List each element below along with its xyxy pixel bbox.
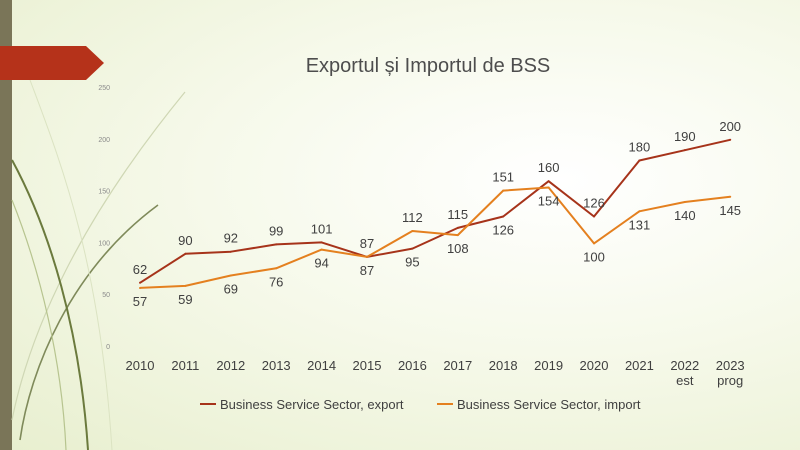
x-tick-label: 2017 xyxy=(443,358,472,373)
data-label-import: 154 xyxy=(538,193,560,208)
data-point-import xyxy=(547,186,550,189)
data-label-export: 62 xyxy=(133,262,147,277)
data-point-import xyxy=(411,229,414,232)
y-axis: 0 50 100 150 200 250 xyxy=(98,85,110,351)
data-point-import xyxy=(456,234,459,237)
data-label-export: 200 xyxy=(719,119,741,134)
y-tick-label: 100 xyxy=(98,240,110,247)
series-line-export xyxy=(139,138,731,284)
data-point-import xyxy=(502,189,505,192)
chart-title: Exportul și Importul de BSS xyxy=(306,55,551,77)
data-point-export xyxy=(593,215,595,218)
data-label-import: 145 xyxy=(719,203,741,218)
left-accent-bar xyxy=(0,0,12,450)
data-label-export: 101 xyxy=(311,221,333,236)
data-label-import: 59 xyxy=(178,292,192,307)
x-tick-label: 2018 xyxy=(489,358,518,373)
y-tick-label: 50 xyxy=(102,292,110,299)
data-point-export xyxy=(683,149,686,152)
data-point-export xyxy=(638,159,641,162)
data-point-export xyxy=(229,250,232,253)
data-label-import: 69 xyxy=(224,282,238,297)
data-label-import: 57 xyxy=(133,294,147,309)
title-flag-shape xyxy=(0,46,104,80)
x-tick-label: 2012 xyxy=(216,358,245,373)
data-point-import xyxy=(729,195,732,198)
data-label-export: 95 xyxy=(405,255,419,270)
data-label-export: 115 xyxy=(447,207,468,222)
data-point-export xyxy=(411,247,414,250)
y-tick-label: 200 xyxy=(98,137,110,144)
data-point-import xyxy=(275,267,278,270)
x-tick-label: 2020 xyxy=(580,358,609,373)
data-label-import: 108 xyxy=(447,241,469,256)
data-label-import: 100 xyxy=(583,249,605,264)
data-point-export xyxy=(502,215,505,218)
data-point-export xyxy=(184,252,187,255)
data-point-import xyxy=(593,242,595,245)
x-axis: 2010 2011 2012 2013 2014 2015 2016 2017 2018 2019… xyxy=(126,358,745,388)
data-label-export: 126 xyxy=(583,195,605,210)
x-tick-label: 2015 xyxy=(353,358,382,373)
data-point-export xyxy=(320,241,323,244)
x-tick-label: 2023 prog xyxy=(716,358,745,388)
legend-label-export: Business Service Sector, export xyxy=(220,397,404,412)
data-point-import xyxy=(320,248,323,251)
y-tick-label: 150 xyxy=(98,189,110,196)
data-label-export: 160 xyxy=(538,160,560,175)
data-labels: 62 57 90 59 92 69 99 76 101 94 87 87 95 112 115 108 126 1… xyxy=(133,119,741,309)
x-tick-label: 2013 xyxy=(262,358,291,373)
x-tick-label: 2014 xyxy=(307,358,336,373)
x-tick-label: 2019 xyxy=(534,358,563,373)
data-label-import: 140 xyxy=(674,208,696,223)
data-point-export xyxy=(456,226,459,229)
x-tick-label: 2022 est xyxy=(670,358,699,388)
data-point-import xyxy=(366,255,368,258)
data-label-import: 94 xyxy=(314,256,328,271)
data-point-export xyxy=(729,138,732,141)
x-tick-label: 2021 xyxy=(625,358,654,373)
y-tick-label: 250 xyxy=(98,85,110,92)
data-point-import xyxy=(184,284,187,287)
series-line-import xyxy=(139,186,731,289)
data-label-import: 131 xyxy=(629,217,651,232)
plot-lines xyxy=(139,138,732,289)
x-tick-label: 2016 xyxy=(398,358,427,373)
x-tick-label: 2011 xyxy=(171,358,199,373)
data-label-import: 112 xyxy=(402,210,423,225)
y-tick-label: 0 xyxy=(106,344,110,351)
data-point-export xyxy=(275,243,278,246)
data-point-import xyxy=(229,274,232,277)
data-label-export: 99 xyxy=(269,223,283,238)
data-label-export: 90 xyxy=(178,233,192,248)
data-point-import xyxy=(683,200,686,203)
data-point-import xyxy=(638,210,641,213)
legend: Business Service Sector, export Business … xyxy=(200,397,641,412)
legend-label-import: Business Service Sector, import xyxy=(457,397,641,412)
data-label-import: 76 xyxy=(269,274,283,289)
x-tick-label: 2010 xyxy=(126,358,155,373)
data-label-import: 151 xyxy=(492,170,514,185)
data-point-export xyxy=(139,281,141,284)
data-point-export xyxy=(547,180,550,183)
data-label-export: 92 xyxy=(224,231,238,246)
data-label-export: 126 xyxy=(492,222,514,237)
data-label-export: 180 xyxy=(629,140,651,155)
data-label-export: 190 xyxy=(674,129,696,144)
data-point-import xyxy=(139,286,141,289)
data-label-import: 87 xyxy=(360,263,374,278)
data-label-export: 87 xyxy=(360,236,374,251)
